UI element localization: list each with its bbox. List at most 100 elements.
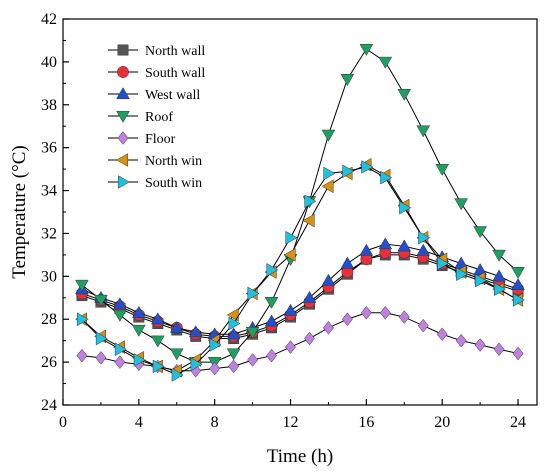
data-point-west-wall — [150, 312, 165, 325]
data-point-west-wall — [359, 243, 374, 256]
series-north-wall — [76, 249, 524, 344]
data-point-roof — [416, 125, 431, 138]
data-point-roof — [321, 129, 336, 142]
data-point-south-win — [133, 353, 146, 367]
data-point-south-win — [361, 160, 374, 174]
data-point-west-wall — [264, 314, 279, 327]
data-point-roof — [454, 198, 468, 211]
data-point-west-wall — [340, 256, 355, 269]
data-point-floor — [228, 359, 240, 374]
data-point-floor — [209, 361, 221, 376]
data-point-west-wall — [132, 305, 146, 318]
data-point-north-win — [302, 213, 315, 228]
data-point-floor — [474, 338, 486, 352]
series-line-south-win — [81, 166, 519, 376]
data-point-roof — [132, 324, 146, 337]
y-tick-label: 42 — [41, 11, 57, 28]
y-tick-label: 36 — [41, 140, 57, 157]
data-point-roof — [113, 309, 127, 322]
legend-item-north-win: North win — [108, 153, 202, 169]
legend-label: Floor — [145, 132, 176, 147]
y-tick-label: 26 — [41, 354, 57, 371]
legend-label: Roof — [145, 110, 173, 125]
y-tick-label: 34 — [41, 183, 57, 200]
data-point-floor — [493, 342, 505, 357]
legend-marker — [117, 175, 130, 189]
data-point-south-win — [323, 166, 336, 181]
data-point-west-wall — [302, 290, 317, 303]
legend-marker — [117, 131, 129, 145]
legend-label: South wall — [145, 66, 205, 81]
data-point-west-wall — [226, 327, 241, 340]
data-point-roof — [473, 226, 487, 239]
data-point-south-win — [342, 164, 355, 179]
data-point-north-win — [226, 308, 239, 322]
data-point-south-win — [114, 342, 127, 357]
data-point-floor — [417, 318, 429, 333]
data-point-floor — [95, 351, 107, 365]
data-point-west-wall — [511, 278, 525, 290]
y-tick-label: 28 — [41, 311, 57, 328]
data-point-south-win — [418, 230, 431, 245]
data-point-west-wall — [378, 237, 393, 250]
x-tick-label: 20 — [434, 414, 450, 431]
axes: 0 4 8 12 16 20 24 24 26 28 30 32 34 36 38 40 42 — [41, 11, 526, 431]
series-west-wall — [75, 237, 525, 340]
legend-item-north-wall: North wall — [108, 44, 205, 59]
y-tick-label: 30 — [41, 268, 57, 285]
data-point-roof — [340, 73, 355, 86]
legend-item-south-wall: South wall — [108, 66, 205, 81]
legend-item-west-wall: West wall — [108, 87, 200, 103]
data-point-south-win — [95, 331, 108, 346]
x-tick-label: 16 — [358, 414, 374, 431]
legend-label: West wall — [145, 88, 200, 103]
data-point-south-win — [380, 170, 393, 185]
data-point-roof — [226, 348, 241, 361]
legend-marker — [116, 110, 130, 123]
data-point-south-win — [152, 359, 165, 374]
data-point-west-wall — [492, 269, 506, 282]
x-tick-label: 24 — [510, 414, 526, 431]
legend-item-roof: Roof — [108, 110, 173, 125]
data-point-floor — [341, 312, 353, 327]
data-point-south-win — [456, 267, 469, 282]
data-point-roof — [264, 297, 279, 309]
y-tick-label: 38 — [41, 97, 57, 114]
data-point-roof — [245, 327, 260, 339]
series-line-south-wall — [81, 252, 519, 337]
x-tick-label: 0 — [59, 414, 67, 431]
data-point-west-wall — [188, 325, 203, 338]
y-axis-label: Temperature (°C) — [9, 145, 30, 278]
x-tick-label: 4 — [135, 414, 143, 431]
data-point-floor — [512, 346, 524, 361]
data-point-west-wall — [283, 303, 298, 316]
data-point-roof — [492, 249, 506, 262]
data-point-south-win — [399, 200, 412, 215]
data-point-floor — [76, 348, 88, 363]
x-tick-label: 8 — [211, 414, 219, 431]
legend-marker — [116, 87, 130, 100]
data-point-south-win — [171, 368, 184, 382]
data-point-west-wall — [397, 239, 412, 252]
data-point-west-wall — [416, 243, 431, 256]
legend-label: South win — [145, 176, 202, 191]
data-point-south-win — [228, 316, 241, 331]
legend-item-floor: Floor — [108, 131, 176, 147]
data-point-roof — [397, 89, 412, 101]
plot-border — [62, 18, 538, 406]
data-point-roof — [75, 279, 89, 292]
plot-area — [62, 18, 538, 406]
data-point-south-win — [190, 357, 203, 372]
series-layer — [75, 43, 525, 382]
data-point-south-win — [475, 273, 488, 288]
data-point-floor — [247, 353, 259, 367]
data-point-south-win — [209, 338, 222, 352]
legend: North wall South wall West wall Roof Floor No… — [108, 44, 205, 191]
x-axis-label: Time (h) — [267, 446, 333, 467]
data-point-south-win — [247, 286, 260, 301]
data-point-roof — [511, 266, 525, 279]
data-point-floor — [398, 310, 410, 324]
data-point-south-win — [304, 194, 317, 209]
legend-label: North wall — [145, 44, 205, 59]
